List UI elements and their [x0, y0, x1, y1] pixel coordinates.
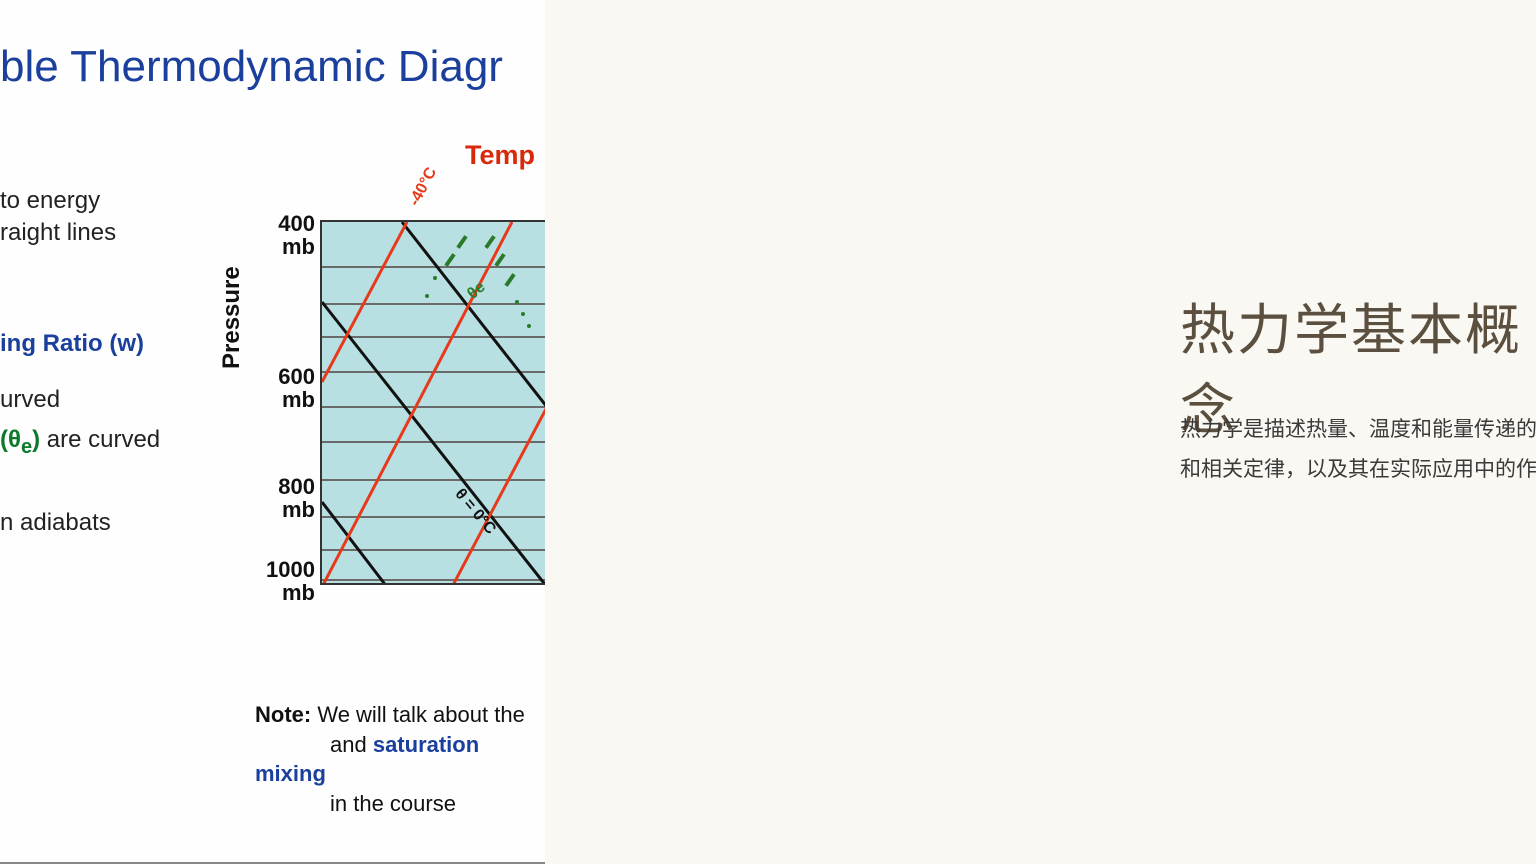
green-dot — [425, 294, 429, 298]
temp-marker: -40°C — [406, 165, 441, 210]
text-curved-adiabats: urved (θe) are curved n adiabats — [0, 380, 160, 543]
green-dot — [515, 300, 519, 304]
theta-e-symbol: (θe) — [0, 426, 40, 453]
right-panel: 热力学基本概念 热力学是描述热量、温度和能量传递的物理学分支。本课件介绍热力学的… — [545, 0, 1536, 864]
green-dot — [521, 312, 525, 316]
y-tick: 1000mb — [260, 558, 315, 604]
text-energy-lines: to energy raight lines — [0, 185, 116, 250]
y-tick: 400mb — [260, 212, 315, 258]
green-dot — [527, 324, 531, 328]
thermodynamic-diagram: 400mb 600mb 800mb 1000mb -40°Cθ = 0°Cθe — [225, 150, 545, 620]
green-dot — [433, 276, 437, 280]
plot-area: -40°Cθ = 0°Cθe — [320, 220, 545, 585]
y-tick: 600mb — [260, 365, 315, 411]
note-block: Note: We will talk about the and saturat… — [255, 700, 545, 819]
description-cn: 热力学是描述热量、温度和能量传递的物理学分支。本课件介绍热力学的基本概念和相关定… — [1180, 410, 1536, 490]
mixing-ratio-label: ing Ratio (w) — [0, 330, 144, 358]
y-tick: 800mb — [260, 475, 315, 521]
left-panel: ble Thermodynamic Diagr Temp to energy r… — [0, 0, 545, 864]
slide-title-en: ble Thermodynamic Diagr — [0, 42, 503, 92]
